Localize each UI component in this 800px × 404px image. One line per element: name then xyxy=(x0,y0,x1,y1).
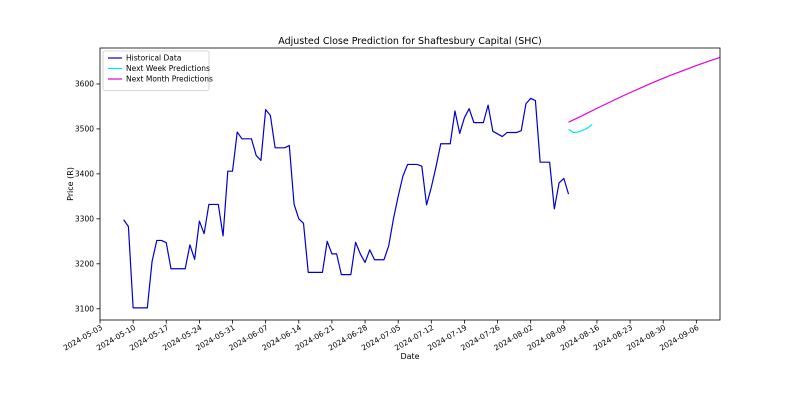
y-tick-label-5: 3600 xyxy=(75,80,94,89)
y-tick-label-4: 3500 xyxy=(75,125,94,134)
y-axis: 3100 3200 3300 3400 3500 3600 xyxy=(75,80,100,313)
plot-frame xyxy=(99,47,721,321)
chart-title: Adjusted Close Prediction for Shaftesbur… xyxy=(278,36,542,47)
y-tick-label-1: 3200 xyxy=(75,260,94,269)
series-line-0 xyxy=(123,97,570,309)
legend-label-2: Next Month Predictions xyxy=(126,75,213,84)
series-line-2 xyxy=(568,56,721,123)
series-line-1 xyxy=(568,123,593,134)
plot-lines xyxy=(123,56,721,309)
x-axis: 2024-05-032024-05-102024-05-172024-05-24… xyxy=(62,320,701,353)
legend-label-0: Historical Data xyxy=(126,54,181,63)
y-tick-label-0: 3100 xyxy=(75,304,94,313)
legend-label-1: Next Week Predictions xyxy=(126,64,210,73)
y-tick-label-3: 3400 xyxy=(75,170,94,179)
x-axis-label: Date xyxy=(400,352,419,361)
y-tick-label-2: 3300 xyxy=(75,215,94,224)
legend-box xyxy=(102,50,210,91)
y-axis-label: Price (R) xyxy=(66,167,75,201)
